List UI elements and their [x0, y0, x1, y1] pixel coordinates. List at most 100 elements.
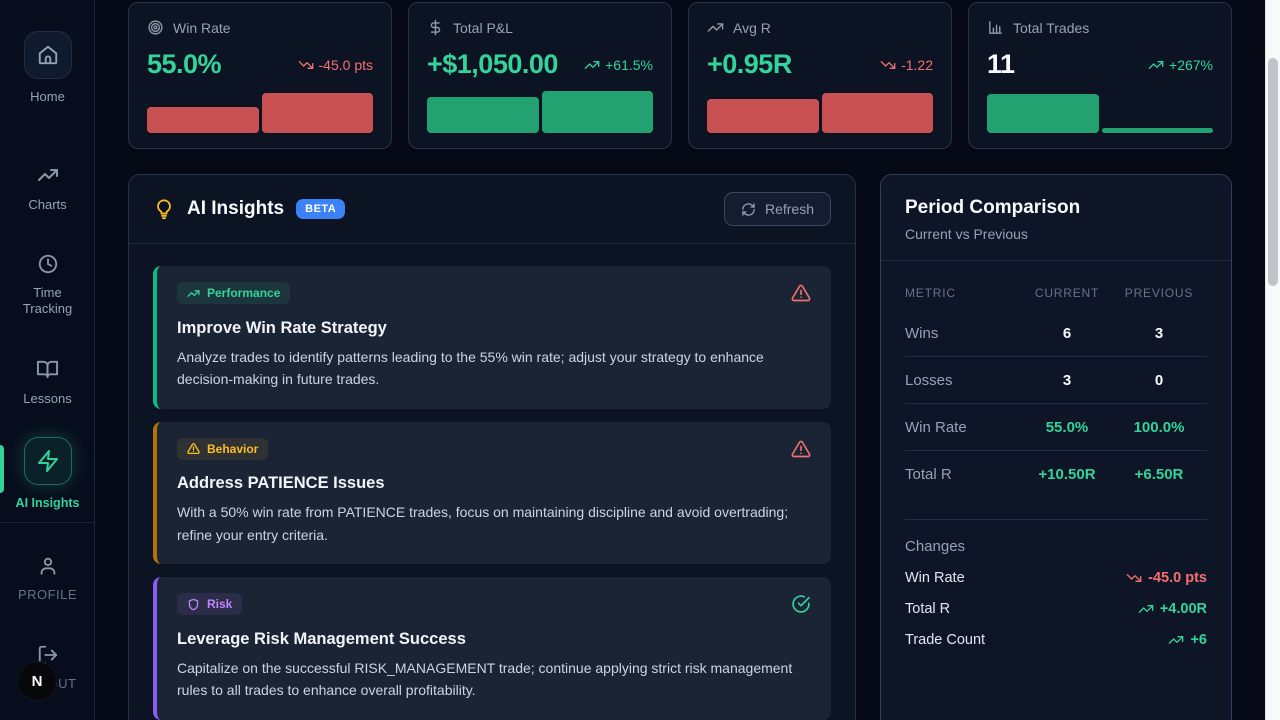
- home-icon: [23, 31, 72, 79]
- sidebar-item-label: Time Tracking: [22, 285, 73, 316]
- bar-current: [427, 97, 539, 133]
- trending-up-icon: [1168, 632, 1184, 648]
- change-value: +4.00R: [1138, 601, 1207, 617]
- stat-card-avg-r: Avg R +0.95R -1.22: [688, 2, 952, 149]
- insight-card-behavior[interactable]: Behavior Address PATIENCE Issues With a …: [153, 421, 831, 564]
- refresh-button[interactable]: Refresh: [723, 192, 831, 226]
- insight-card-risk[interactable]: Risk Leverage Risk Management Success Ca…: [153, 577, 831, 720]
- scrollbar-thumb[interactable]: [1268, 58, 1278, 286]
- stat-change: -45.0 pts: [298, 57, 373, 73]
- stat-change: -1.22: [880, 57, 933, 73]
- user-icon: [37, 555, 59, 577]
- bar-current: [987, 94, 1099, 133]
- sidebar-item-label: Lessons: [23, 391, 72, 406]
- bar-current: [707, 99, 819, 133]
- mini-bar-chart: [427, 91, 653, 133]
- table-row: Win Rate 55.0% 100.0%: [905, 404, 1207, 451]
- category-pill: Risk: [177, 593, 243, 615]
- avatar[interactable]: N: [18, 662, 56, 700]
- panel-subtitle: Current vs Previous: [905, 226, 1028, 242]
- category-pill: Behavior: [177, 437, 269, 460]
- trending-up-icon: [1138, 601, 1154, 617]
- sidebar: Home Charts Time Tracking Lessons AI Ins…: [0, 0, 95, 720]
- insight-card-performance[interactable]: Performance Improve Win Rate Strategy An…: [153, 266, 831, 409]
- alert-triangle-icon: [791, 439, 811, 459]
- dollar-icon: [427, 19, 444, 36]
- insights-list: Performance Improve Win Rate Strategy An…: [129, 244, 855, 720]
- sidebar-item-label: PROFILE: [17, 587, 78, 602]
- changes-section: Changes Win Rate -45.0 pts Total R +4.00…: [881, 520, 1231, 648]
- lightbulb-icon: [153, 198, 175, 220]
- bar-previous: [1101, 128, 1213, 133]
- panel-title: Period Comparison: [905, 197, 1081, 218]
- stat-card-win-rate: Win Rate 55.0% -45.0 pts: [128, 2, 392, 149]
- change-value: -45.0 pts: [1126, 570, 1207, 586]
- stat-value: +$1,050.00: [427, 49, 558, 79]
- insight-title: Improve Win Rate Strategy: [177, 318, 387, 337]
- sidebar-item-lessons[interactable]: Lessons: [0, 358, 95, 407]
- table-row: Total R +10.50R +6.50R: [905, 465, 1184, 483]
- refresh-icon: [741, 202, 756, 217]
- stat-value: +0.95R: [707, 49, 792, 79]
- stat-label: Win Rate: [173, 19, 231, 36]
- period-comparison-panel: Period Comparison Current vs Previous ME…: [880, 174, 1232, 720]
- trending-up-icon: [707, 19, 724, 36]
- sidebar-item-profile[interactable]: PROFILE: [0, 555, 95, 603]
- scrollbar-track[interactable]: [1265, 0, 1280, 720]
- book-icon: [36, 358, 59, 381]
- stat-value: 55.0%: [147, 49, 222, 79]
- column-header: CURRENT: [1034, 286, 1100, 300]
- insight-body: Analyze trades to identify patterns lead…: [177, 348, 764, 388]
- trending-up-icon: [36, 163, 60, 187]
- change-row: Total R +4.00R: [905, 601, 1207, 617]
- shield-icon: [187, 598, 200, 611]
- trending-down-icon: [1126, 570, 1142, 586]
- stat-card-total-pnl: Total P&L +$1,050.00 +61.5%: [408, 2, 672, 149]
- clock-icon: [37, 253, 59, 275]
- stat-card-total-trades: Total Trades 11 +267%: [968, 2, 1232, 149]
- stat-label: Avg R: [733, 19, 771, 36]
- beta-badge: BETA: [296, 199, 346, 219]
- panel-title: AI Insights: [187, 198, 285, 219]
- table-header-row: METRIC CURRENT PREVIOUS: [905, 273, 1207, 310]
- comparison-table: METRIC CURRENT PREVIOUS Wins 6 3 Losses …: [881, 261, 1231, 497]
- trending-up-icon: [1148, 57, 1164, 73]
- change-row: Win Rate -45.0 pts: [905, 570, 1207, 586]
- ai-insights-panel: AI Insights BETA Refresh Performance Imp…: [128, 174, 856, 720]
- change-row: Trade Count +6: [905, 632, 1207, 648]
- insight-body: With a 50% win rate from PATIENCE trades…: [177, 504, 789, 543]
- divider: [905, 519, 1207, 520]
- sidebar-item-home[interactable]: Home: [0, 31, 95, 105]
- mini-bar-chart: [147, 91, 373, 133]
- category-pill: Performance: [177, 282, 291, 304]
- table-row: Losses 3 0: [905, 357, 1207, 404]
- check-circle-icon: [791, 594, 811, 614]
- bar-previous: [821, 93, 933, 133]
- change-value: +6: [1168, 632, 1207, 648]
- column-header: PREVIOUS: [1124, 286, 1194, 300]
- trending-up-icon: [584, 57, 600, 73]
- target-icon: [147, 19, 164, 36]
- trending-up-icon: [187, 287, 200, 300]
- sidebar-item-time-tracking[interactable]: Time Tracking: [0, 253, 95, 317]
- sidebar-divider: [0, 522, 95, 523]
- alert-triangle-icon: [791, 283, 811, 303]
- mini-bar-chart: [987, 91, 1213, 133]
- stat-cards-row: Win Rate 55.0% -45.0 pts Total P&L +$1,0…: [128, 2, 1232, 149]
- insight-title: Address PATIENCE Issues: [177, 474, 385, 492]
- bar-current: [147, 107, 259, 133]
- insight-title: Leverage Risk Management Success: [177, 629, 466, 648]
- mini-bar-chart: [707, 91, 933, 133]
- sidebar-item-charts[interactable]: Charts: [0, 163, 95, 213]
- trending-down-icon: [298, 57, 314, 73]
- insight-body: Capitalize on the successful RISK_MANAGE…: [177, 659, 793, 699]
- period-comparison-header: Period Comparison Current vs Previous: [881, 175, 1231, 261]
- stat-value: 11: [987, 49, 1015, 79]
- sidebar-item-label: Home: [30, 89, 65, 104]
- bar-chart-icon: [987, 19, 1004, 36]
- avatar-letter: N: [31, 672, 43, 690]
- sidebar-item-ai-insights[interactable]: AI Insights: [0, 437, 95, 511]
- stat-label: Total Trades: [1013, 19, 1090, 36]
- sidebar-item-label: Charts: [28, 197, 67, 212]
- column-header: METRIC: [905, 286, 956, 300]
